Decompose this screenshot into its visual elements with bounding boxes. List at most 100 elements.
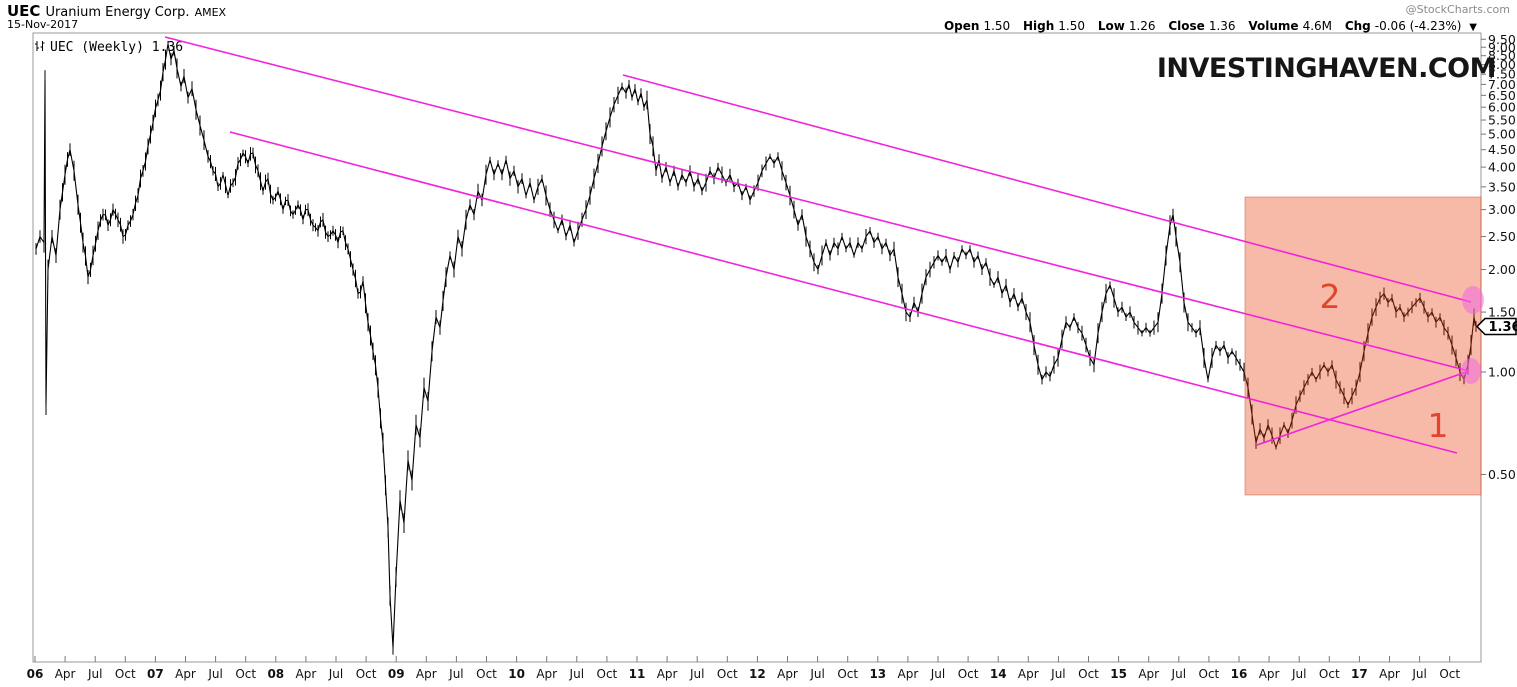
- volume-label: Volume: [1248, 19, 1299, 33]
- x-axis-label: Apr: [175, 667, 196, 681]
- x-axis-label: Apr: [296, 667, 317, 681]
- x-axis-label: 07: [147, 667, 164, 681]
- y-axis-label: 3.00: [1488, 202, 1516, 217]
- y-axis-label: 1.00: [1488, 365, 1516, 380]
- x-axis-label: Oct: [717, 667, 738, 681]
- x-axis-label: Oct: [1199, 667, 1220, 681]
- chg-label: Chg: [1344, 19, 1371, 33]
- x-axis-label: 12: [749, 667, 766, 681]
- close-label: Close: [1168, 19, 1205, 33]
- x-axis-label: 13: [869, 667, 886, 681]
- y-axis-label: 8.50: [1488, 48, 1516, 63]
- x-axis-label: Apr: [777, 667, 798, 681]
- y-axis-label: 7.00: [1488, 77, 1516, 92]
- x-axis-label: Apr: [657, 667, 678, 681]
- x-axis-label: 17: [1351, 667, 1368, 681]
- x-axis-label: Oct: [958, 667, 979, 681]
- y-axis-label: 4.50: [1488, 142, 1516, 157]
- ticker-symbol: UEC: [7, 2, 41, 20]
- y-axis-label: 6.50: [1488, 88, 1516, 103]
- chart-header: UEC Uranium Energy Corp. AMEX: [7, 1, 226, 20]
- x-axis-label: Oct: [837, 667, 858, 681]
- high-label: High: [1023, 19, 1055, 33]
- x-axis-label: Oct: [235, 667, 256, 681]
- x-axis-label: Apr: [536, 667, 557, 681]
- y-axis-label: 7.50: [1488, 67, 1516, 82]
- last-price-tag-value: 1.36: [1489, 320, 1517, 335]
- x-axis-label: Jul: [207, 667, 222, 681]
- x-axis-label: Oct: [597, 667, 618, 681]
- y-axis-label: 8.00: [1488, 57, 1516, 72]
- x-axis-label: Jul: [87, 667, 102, 681]
- low-value: 1.26: [1128, 19, 1156, 33]
- trendline-lower-channel-from-2007: [229, 131, 1458, 454]
- x-axis-label: Jul: [1050, 667, 1065, 681]
- ellipse-highlight-1: [1462, 286, 1484, 314]
- x-axis-label: Apr: [1259, 667, 1280, 681]
- y-axis-label: 6.00: [1488, 100, 1516, 115]
- x-axis-label: 09: [388, 667, 405, 681]
- x-axis-label: Jul: [930, 667, 945, 681]
- chevron-down-icon[interactable]: ▼: [1469, 22, 1477, 33]
- price-line: [35, 43, 1477, 648]
- x-axis-label: Jul: [569, 667, 584, 681]
- legend-text: UEC (Weekly) 1.36: [50, 40, 184, 55]
- weekly-price-bars: [35, 40, 1477, 655]
- y-axis-label: 2.50: [1488, 229, 1516, 244]
- x-axis-label: Apr: [416, 667, 437, 681]
- y-axis-label: 9.00: [1488, 40, 1516, 55]
- x-axis-label: 14: [990, 667, 1007, 681]
- exchange-name: AMEX: [194, 6, 227, 19]
- x-axis-label: Jul: [448, 667, 463, 681]
- x-axis-label: 11: [629, 667, 646, 681]
- highlight-box-annotation: [1244, 196, 1482, 496]
- x-axis-label: Apr: [1138, 667, 1159, 681]
- company-name: Uranium Energy Corp.: [45, 5, 190, 20]
- x-axis-label: Jul: [809, 667, 824, 681]
- x-axis-label: Oct: [356, 667, 377, 681]
- x-axis-label: Jul: [689, 667, 704, 681]
- wave-label-1: 1: [1428, 406, 1449, 445]
- trendline-resistance-from-2011-top: [622, 74, 1472, 303]
- x-axis-label: Jul: [1291, 667, 1306, 681]
- wave-label-2: 2: [1320, 277, 1341, 316]
- x-axis-label: Oct: [115, 667, 136, 681]
- x-axis-label: Oct: [476, 667, 497, 681]
- x-axis-label: Jul: [328, 667, 343, 681]
- y-axis-label: 0.50: [1488, 467, 1516, 482]
- y-axis-label: 4.00: [1488, 160, 1516, 175]
- x-axis-label: 10: [508, 667, 525, 681]
- y-axis-label: 9.50: [1488, 32, 1516, 47]
- open-value: 1.50: [983, 19, 1011, 33]
- chart-type-icon: [35, 41, 45, 51]
- trendline-rising-support-2016: [1256, 370, 1470, 446]
- y-axis-label: 3.50: [1488, 179, 1516, 194]
- volume-value: 4.6M: [1302, 19, 1332, 33]
- chart-legend: UEC (Weekly) 1.36: [34, 40, 183, 55]
- low-label: Low: [1097, 19, 1125, 33]
- trendline-upper-channel-from-2007-top: [164, 36, 1470, 372]
- x-axis-label: Apr: [1379, 667, 1400, 681]
- close-value: 1.36: [1208, 19, 1236, 33]
- stockcharts-credit: @StockCharts.com: [1405, 3, 1510, 16]
- x-axis-label: Apr: [55, 667, 76, 681]
- x-axis-label: Jul: [1171, 667, 1186, 681]
- x-axis-label: Jul: [1411, 667, 1426, 681]
- ellipse-highlight-2: [1461, 358, 1481, 384]
- high-value: 1.50: [1058, 19, 1086, 33]
- x-axis-label: 06: [27, 667, 44, 681]
- open-label: Open: [943, 19, 980, 33]
- y-axis-label: 5.50: [1488, 113, 1516, 128]
- last-price-tag: [1475, 317, 1517, 336]
- y-axis-label: 5.00: [1488, 127, 1516, 142]
- x-axis-label: Oct: [1078, 667, 1099, 681]
- x-axis-label: Oct: [1439, 667, 1460, 681]
- chart-date: 15-Nov-2017: [7, 18, 79, 31]
- chg-value: -0.06 (-4.23%): [1374, 19, 1462, 33]
- investinghaven-watermark: INVESTINGHAVEN.COM: [1156, 53, 1497, 84]
- x-axis-label: Apr: [898, 667, 919, 681]
- x-axis-label: 08: [267, 667, 284, 681]
- y-axis-label: 2.00: [1488, 262, 1516, 277]
